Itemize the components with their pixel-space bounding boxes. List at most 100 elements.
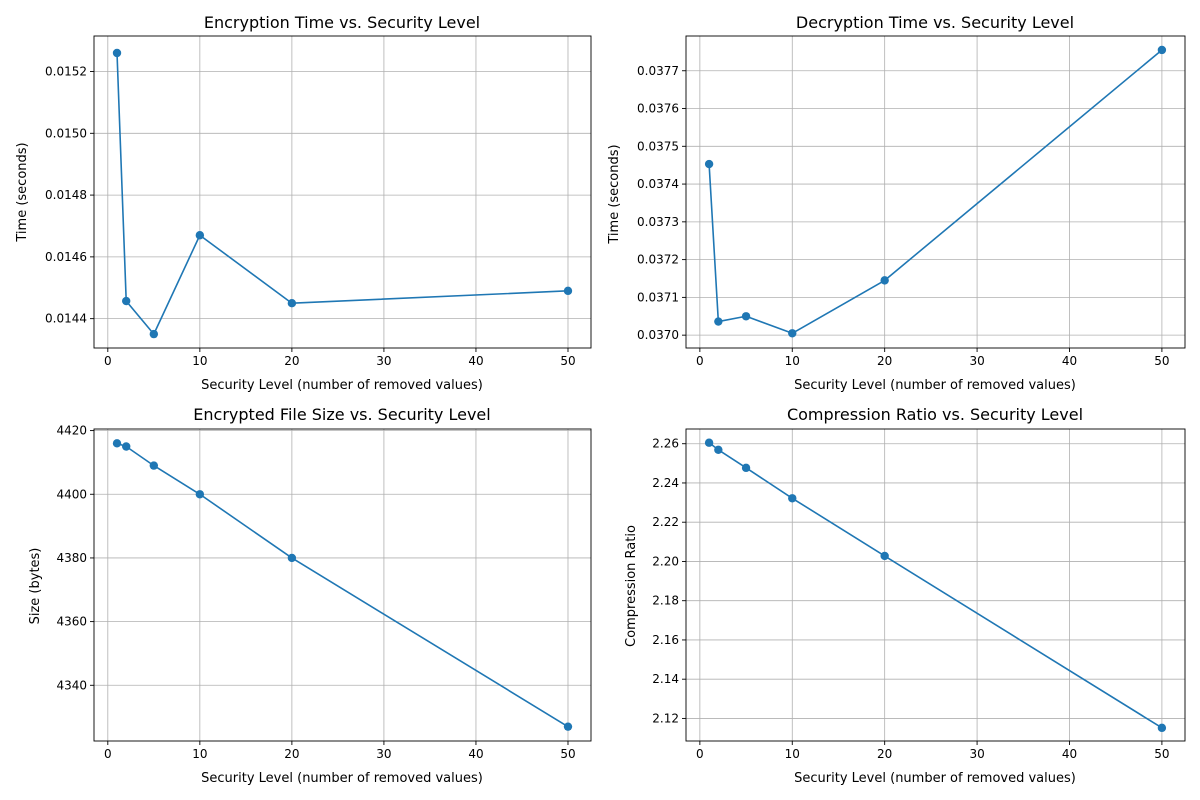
y-axis-label: Compression Ratio	[624, 525, 639, 647]
chart-title: Decryption Time vs. Security Level	[796, 13, 1074, 32]
x-tick-label: 40	[468, 747, 483, 761]
y-tick-label: 0.0146	[45, 250, 87, 264]
plot-area: 0 10 20 30 40 50 0.0370 0.0371 0.0372 0.0373 0.037…	[637, 35, 1186, 368]
data-point	[704, 438, 714, 447]
x-tick-label: 0	[696, 747, 704, 761]
data-point	[563, 286, 573, 296]
data-point	[287, 299, 297, 308]
y-tick-label: 0.0152	[45, 65, 87, 79]
x-tick-label: 50	[1154, 354, 1169, 368]
chart-title: Encryption Time vs. Security Level	[204, 13, 480, 32]
y-tick-label: 2.14	[652, 672, 679, 686]
y-tick-label: 0.0372	[637, 253, 679, 267]
x-tick-label: 10	[192, 354, 207, 368]
chart-title: Compression Ratio vs. Security Level	[787, 405, 1083, 424]
data-point	[788, 329, 797, 338]
x-tick-label: 0	[696, 354, 704, 368]
y-tick-label: 2.12	[652, 711, 679, 725]
x-tick-label: 40	[468, 354, 483, 368]
y-tick-label: 0.0371	[637, 290, 679, 304]
plot-area: 0 10 20 30 40 50 0.0144 0.0146 0.0148 0.0150 0.015…	[45, 35, 592, 368]
x-axis-label: Security Level (number of removed values…	[794, 771, 1076, 786]
y-tick-label: 0.0373	[637, 215, 679, 229]
y-tick-label: 4360	[56, 615, 87, 629]
data-point	[149, 461, 159, 470]
axes-frame	[93, 428, 592, 742]
y-tick-label: 0.0376	[637, 102, 679, 116]
data-point	[122, 442, 131, 451]
y-tick-label: 4400	[56, 487, 87, 501]
x-tick-label: 30	[376, 354, 391, 368]
x-axis-label: Security Level (number of removed values…	[201, 771, 483, 786]
chart-panel-decryption-time: Decryption Time vs. Security Level 0 10 20…	[607, 13, 1186, 393]
y-tick-label: 2.26	[652, 437, 679, 451]
y-tick-label: 2.18	[652, 594, 679, 608]
data-point	[741, 463, 751, 473]
x-tick-label: 50	[560, 354, 575, 368]
data-point	[880, 276, 889, 285]
data-point	[563, 722, 573, 731]
y-tick-label: 2.22	[652, 515, 679, 529]
x-tick-label: 10	[785, 354, 800, 368]
chart-title: Encrypted File Size vs. Security Level	[193, 405, 490, 424]
series-line	[708, 49, 1163, 335]
data-point	[714, 445, 723, 454]
x-tick-label: 20	[877, 354, 892, 368]
data-point	[112, 48, 122, 58]
x-axis-label: Security Level (number of removed values…	[794, 378, 1076, 393]
x-tick-label: 40	[1062, 747, 1077, 761]
y-tick-label: 2.16	[652, 633, 679, 647]
data-point	[122, 296, 131, 306]
chart-panel-file-size: Encrypted File Size vs. Security Level 0…	[28, 405, 592, 786]
plot-area: 0 10 20 30 40 50 2.12 2.14 2.16 2.18 2.20 2.22 2.24 2…	[652, 428, 1186, 761]
x-tick-label: 10	[785, 747, 800, 761]
axes-frame	[685, 428, 1186, 742]
y-tick-label: 4420	[56, 424, 87, 438]
y-tick-label: 0.0377	[637, 64, 679, 78]
x-tick-label: 30	[376, 747, 391, 761]
data-point	[788, 494, 797, 503]
y-tick-label: 0.0144	[45, 312, 87, 326]
x-tick-label: 20	[877, 747, 892, 761]
x-tick-label: 0	[104, 747, 112, 761]
y-tick-label: 2.20	[652, 554, 679, 568]
x-axis-label: Security Level (number of removed values…	[201, 378, 483, 393]
x-tick-label: 40	[1062, 354, 1077, 368]
data-point	[704, 159, 714, 169]
series-line	[116, 52, 569, 335]
y-axis-label: Size (bytes)	[28, 548, 43, 625]
y-tick-label: 0.0375	[637, 139, 679, 153]
data-point	[1157, 45, 1167, 55]
data-point	[741, 312, 751, 321]
data-point	[195, 231, 205, 240]
x-tick-label: 30	[969, 354, 984, 368]
y-tick-label: 0.0148	[45, 188, 87, 202]
x-tick-label: 30	[969, 747, 984, 761]
y-tick-label: 0.0374	[637, 177, 679, 191]
y-axis-label: Time (seconds)	[607, 144, 622, 244]
y-tick-label: 2.24	[652, 476, 679, 490]
axes-frame	[93, 35, 592, 349]
y-tick-label: 4340	[56, 678, 87, 692]
y-tick-label: 0.0150	[45, 126, 87, 140]
x-tick-label: 50	[1154, 747, 1169, 761]
y-tick-label: 4380	[56, 551, 87, 565]
x-tick-label: 50	[560, 747, 575, 761]
chart-panel-compression-ratio: Compression Ratio vs. Security Level 0 10…	[624, 405, 1186, 786]
x-tick-label: 20	[284, 747, 299, 761]
chart-panel-encryption-time: Encryption Time vs. Security Level 0 10 20…	[15, 13, 592, 393]
data-point	[149, 329, 159, 339]
data-point	[112, 439, 122, 448]
data-point	[714, 317, 723, 326]
x-tick-label: 0	[104, 354, 112, 368]
x-tick-label: 20	[284, 354, 299, 368]
x-tick-label: 10	[192, 747, 207, 761]
data-point	[1157, 723, 1167, 733]
data-point	[195, 490, 205, 499]
y-tick-label: 0.0370	[637, 328, 679, 342]
plot-area: 0 10 20 30 40 50 4340 4360 4380 4400 4420	[56, 424, 592, 761]
axes-frame	[685, 35, 1186, 349]
y-axis-label: Time (seconds)	[15, 142, 30, 242]
